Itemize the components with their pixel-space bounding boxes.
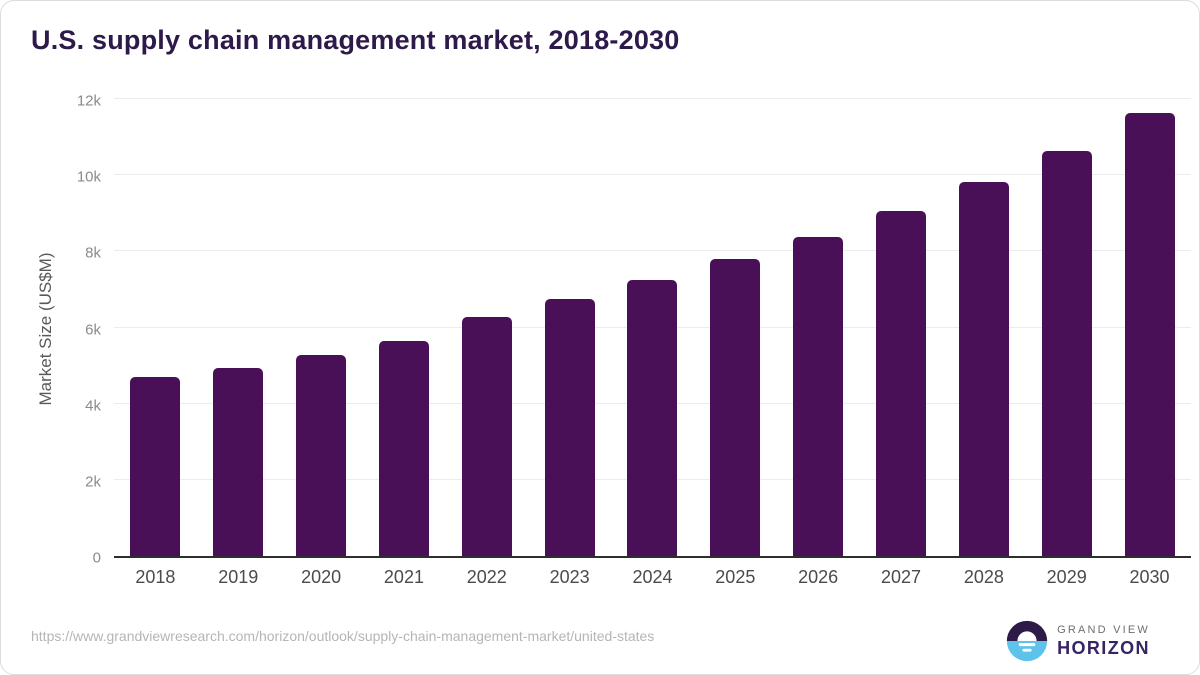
logo-brand-bottom: HORIZON	[1057, 637, 1150, 658]
y-tick-label-8k: 8k	[85, 244, 101, 262]
bar-slot-2030	[1108, 101, 1191, 556]
bar-2024	[627, 280, 678, 556]
bar-2028	[958, 181, 1009, 556]
bar-2020	[296, 355, 347, 556]
x-tick-label-2025: 2025	[715, 567, 756, 587]
bar-slot-2029	[1025, 101, 1108, 556]
x-tick-label-2030: 2030	[1129, 567, 1170, 587]
gridline-8k	[114, 250, 1191, 252]
bar-2022	[461, 317, 512, 556]
bar-2018	[130, 377, 181, 556]
x-tick-label-2026: 2026	[798, 567, 839, 587]
bar-2021	[378, 341, 429, 556]
y-tick-label-6k: 6k	[85, 321, 101, 338]
y-tick-label-2k: 2k	[85, 473, 101, 491]
chart-title: U.S. supply chain management market, 201…	[31, 25, 680, 55]
bar-2029	[1041, 150, 1092, 556]
x-tick-label-2020: 2020	[301, 567, 342, 587]
gridline-10k	[114, 174, 1191, 176]
bar-slot-2023	[528, 101, 611, 556]
bar-slot-2027	[860, 101, 943, 556]
bar-slot-2020	[280, 101, 363, 556]
bar-slot-2025	[694, 101, 777, 556]
bar-slot-2018	[114, 101, 197, 556]
bar-2025	[710, 259, 761, 556]
x-tick-label-2018: 2018	[135, 567, 176, 587]
bar-2027	[876, 210, 927, 556]
x-tick-label-2021: 2021	[383, 567, 424, 587]
x-tick-label-2024: 2024	[632, 567, 673, 587]
x-tick-label-2022: 2022	[466, 567, 507, 587]
x-tick-label-2023: 2023	[549, 567, 590, 587]
source-url: https://www.grandviewresearch.com/horizo…	[31, 628, 655, 644]
logo-text: GRAND VIEW HORIZON	[1057, 624, 1150, 659]
y-axis-title: Market Size (US$M)	[36, 252, 55, 406]
horizon-logo-icon	[1006, 620, 1048, 662]
plot-area: 0 2k 4k 6k 8k 10k 12k	[77, 93, 1191, 567]
y-tick-label-0: 0	[92, 549, 101, 567]
y-tick-label-4k: 4k	[85, 397, 101, 415]
bar-slot-2021	[363, 101, 446, 556]
x-tick-label-2029: 2029	[1046, 567, 1087, 587]
bars-layer	[114, 101, 1191, 556]
bar-slot-2026	[777, 101, 860, 556]
y-tick-label-10k: 10k	[76, 168, 101, 186]
bar-2023	[544, 298, 595, 556]
bar-slot-2022	[445, 101, 528, 556]
x-tick-label-2027: 2027	[880, 567, 922, 587]
bar-slot-2024	[611, 101, 694, 556]
bar-2030	[1124, 112, 1175, 556]
gridline-12k	[114, 98, 1191, 99]
bar-2019	[213, 367, 264, 556]
bar-slot-2028	[942, 101, 1025, 556]
logo-brand-top: GRAND VIEW	[1057, 623, 1150, 636]
x-axis-labels: 2018 2019 2020 2021 2022 2023 2024 2025 2026 2027…	[114, 567, 1191, 588]
bar-slot-2019	[197, 101, 280, 556]
grandview-horizon-logo: GRAND VIEW HORIZON	[1005, 619, 1150, 663]
x-tick-label-2019: 2019	[218, 567, 259, 587]
bar-2026	[793, 236, 844, 556]
x-tick-label-2028: 2028	[963, 567, 1004, 587]
y-tick-label-12k: 12k	[76, 92, 101, 110]
